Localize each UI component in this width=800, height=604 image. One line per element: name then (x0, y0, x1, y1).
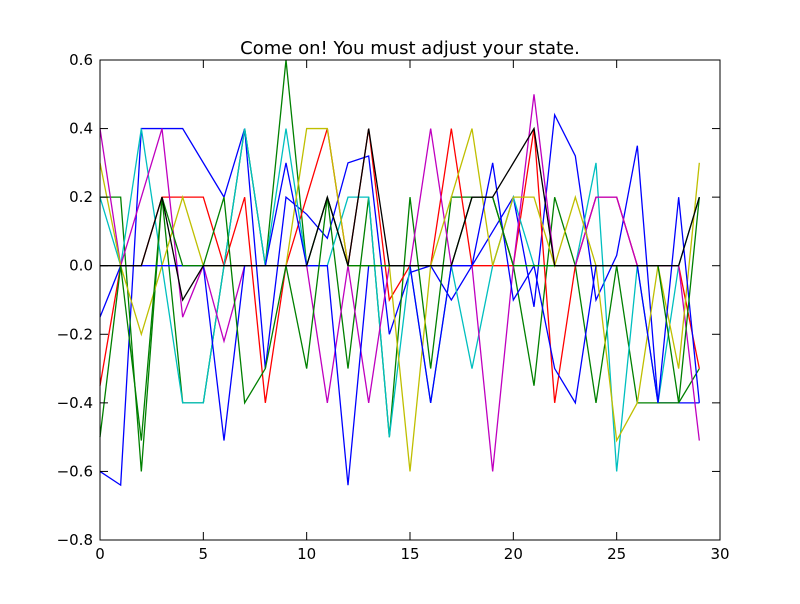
x-tick-label: 10 (297, 545, 316, 563)
x-tick-label: 20 (504, 545, 523, 563)
y-tick-label: 0.0 (69, 257, 93, 275)
chart-title: Come on! You must adjust your state. (240, 38, 580, 59)
y-tick-label: −0.6 (57, 462, 93, 480)
y-tick-label: 0.6 (69, 51, 93, 69)
y-tick-label: 0.2 (69, 188, 93, 206)
y-tick-label: −0.8 (57, 531, 93, 549)
x-tick-label: 25 (607, 545, 626, 563)
y-tick-label: −0.2 (57, 325, 93, 343)
x-tick-label: 0 (95, 545, 105, 563)
x-tick-label: 30 (710, 545, 729, 563)
x-tick-label: 5 (199, 545, 209, 563)
y-tick-label: 0.4 (69, 120, 93, 138)
y-tick-label: −0.4 (57, 394, 93, 412)
x-tick-label: 15 (400, 545, 419, 563)
